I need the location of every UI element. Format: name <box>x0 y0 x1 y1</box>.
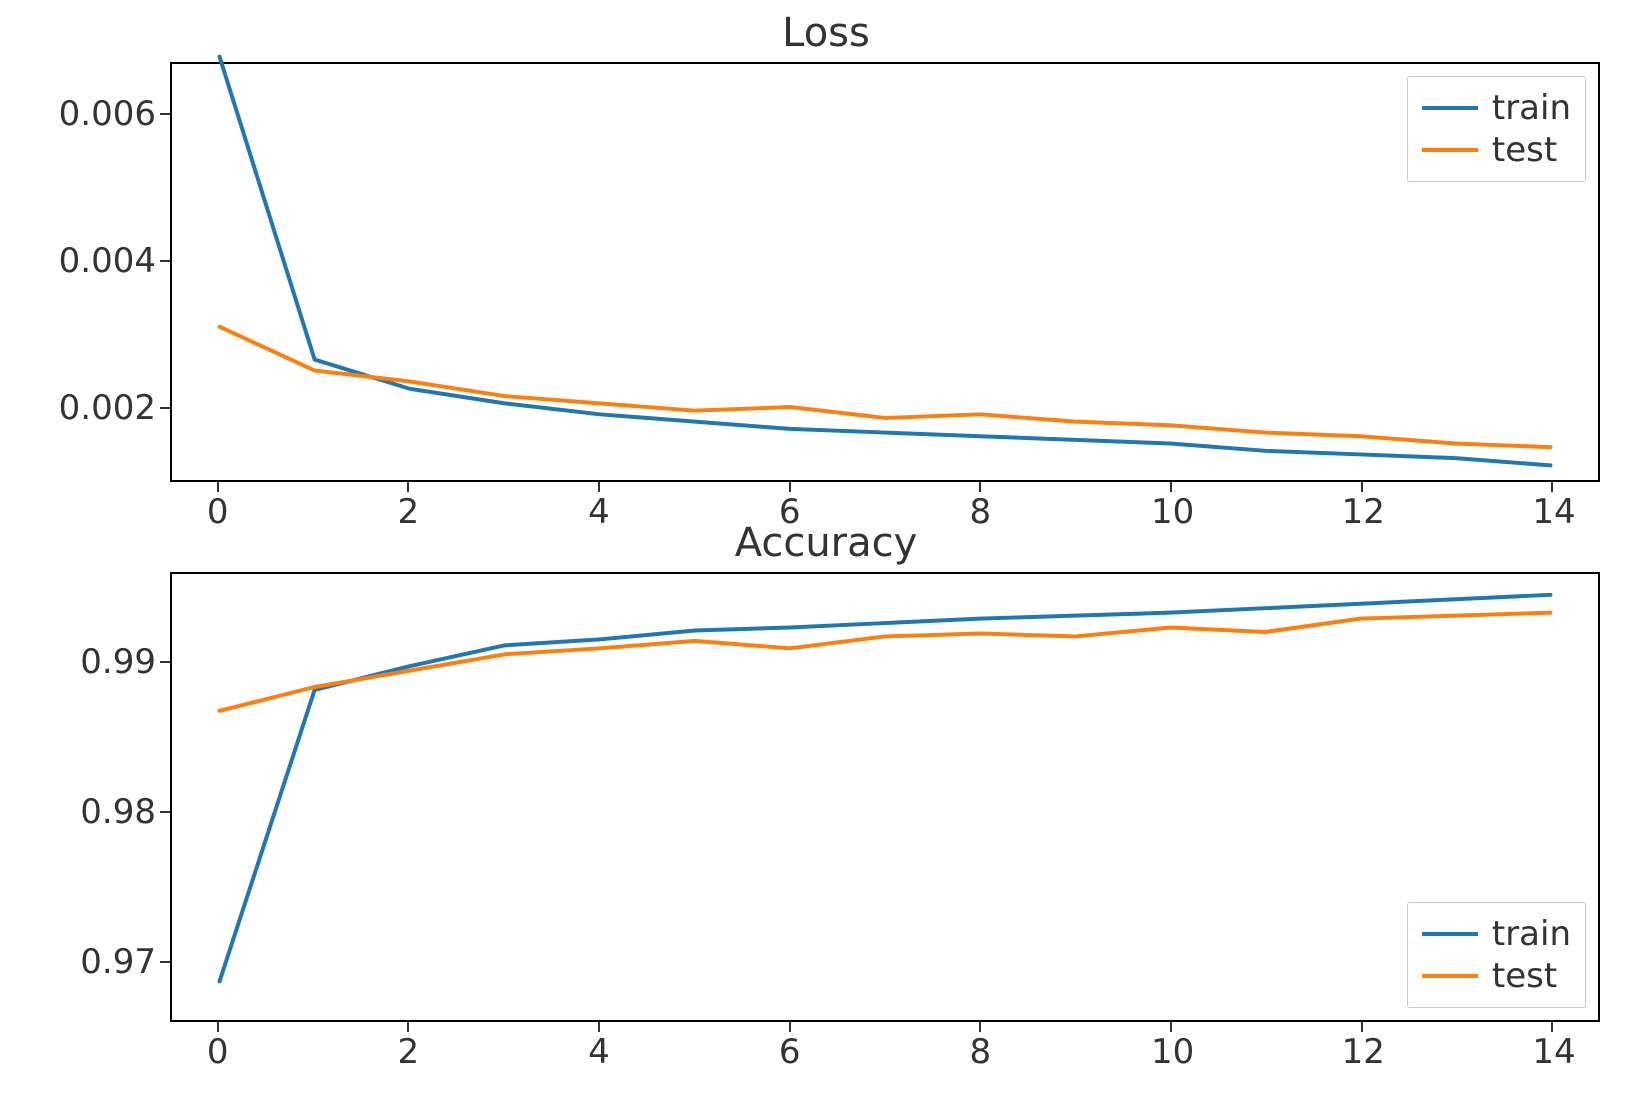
loss-ytick-mark <box>160 407 170 409</box>
train-legend-swatch <box>1422 932 1478 936</box>
accuracy-xtick-label: 12 <box>1342 1032 1382 1072</box>
accuracy-xtick-label: 0 <box>198 1032 238 1072</box>
test-legend-label: test <box>1492 956 1557 996</box>
loss-axes: traintest <box>170 62 1600 482</box>
accuracy-ytick-label: 0.97 <box>80 942 156 982</box>
loss-legend-item-test: test <box>1422 129 1571 171</box>
accuracy-axes: traintest <box>170 572 1600 1022</box>
accuracy-ytick-mark <box>160 661 170 663</box>
accuracy-xtick-mark <box>789 1022 791 1032</box>
accuracy-ytick-label: 0.98 <box>80 792 156 832</box>
accuracy-xtick-mark <box>1361 1022 1363 1032</box>
loss-ytick-mark <box>160 113 170 115</box>
loss-plot <box>172 64 1598 480</box>
accuracy-legend: traintest <box>1407 902 1586 1008</box>
loss-xtick-mark <box>979 482 981 492</box>
loss-xtick-mark <box>1551 482 1553 492</box>
test-legend-swatch <box>1422 148 1478 152</box>
accuracy-xtick-mark <box>407 1022 409 1032</box>
loss-legend: traintest <box>1407 76 1586 182</box>
accuracy-plot <box>172 574 1598 1020</box>
loss-xtick-mark <box>217 482 219 492</box>
accuracy-ytick-mark <box>160 961 170 963</box>
accuracy-xtick-label: 4 <box>579 1032 619 1072</box>
accuracy-xtick-mark <box>1170 1022 1172 1032</box>
loss-xtick-mark <box>407 482 409 492</box>
accuracy-legend-item-test: test <box>1422 955 1571 997</box>
accuracy-xtick-label: 8 <box>960 1032 1000 1072</box>
train-legend-label: train <box>1492 88 1571 128</box>
accuracy-xtick-label: 10 <box>1151 1032 1191 1072</box>
accuracy-xtick-mark <box>1551 1022 1553 1032</box>
loss-xtick-mark <box>1170 482 1172 492</box>
accuracy-ytick-mark <box>160 811 170 813</box>
loss-ytick-label: 0.004 <box>59 241 156 281</box>
loss-ytick-label: 0.006 <box>59 94 156 134</box>
test-legend-label: test <box>1492 130 1557 170</box>
accuracy-xtick-label: 14 <box>1532 1032 1572 1072</box>
accuracy-xtick-label: 2 <box>388 1032 428 1072</box>
loss-xtick-mark <box>789 482 791 492</box>
accuracy-ytick-label: 0.99 <box>80 642 156 682</box>
accuracy-xtick-label: 6 <box>770 1032 810 1072</box>
loss-title: Loss <box>0 10 1652 56</box>
loss-xtick-mark <box>598 482 600 492</box>
loss-train-line <box>220 57 1551 466</box>
accuracy-title: Accuracy <box>0 520 1652 566</box>
accuracy-xtick-mark <box>979 1022 981 1032</box>
test-legend-swatch <box>1422 974 1478 978</box>
accuracy-test-line <box>220 613 1551 711</box>
loss-ytick-mark <box>160 260 170 262</box>
accuracy-xtick-mark <box>598 1022 600 1032</box>
figure: Losstraintest024681012140.0020.0040.006A… <box>0 0 1652 1113</box>
train-legend-label: train <box>1492 914 1571 954</box>
train-legend-swatch <box>1422 106 1478 110</box>
loss-ytick-label: 0.002 <box>59 388 156 428</box>
loss-test-line <box>220 327 1551 447</box>
accuracy-xtick-mark <box>217 1022 219 1032</box>
loss-xtick-mark <box>1361 482 1363 492</box>
loss-legend-item-train: train <box>1422 87 1571 129</box>
accuracy-train-line <box>220 595 1551 982</box>
accuracy-legend-item-train: train <box>1422 913 1571 955</box>
